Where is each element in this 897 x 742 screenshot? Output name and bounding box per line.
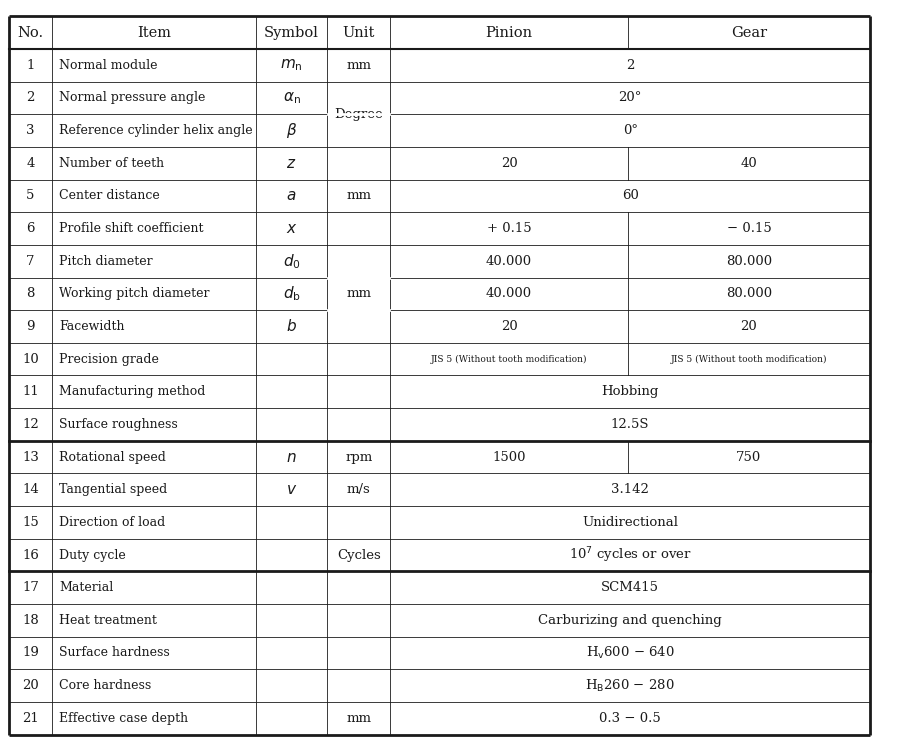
Text: Unit: Unit — [343, 26, 375, 39]
Text: 15: 15 — [22, 516, 39, 529]
Text: Manufacturing method: Manufacturing method — [59, 385, 205, 398]
Text: Direction of load: Direction of load — [59, 516, 165, 529]
Text: Unidirectional: Unidirectional — [582, 516, 678, 529]
Text: H$_{\mathrm{B}}$260 − 280: H$_{\mathrm{B}}$260 − 280 — [586, 677, 675, 694]
Text: Carburizing and quenching: Carburizing and quenching — [538, 614, 722, 627]
Text: Reference cylinder helix angle: Reference cylinder helix angle — [59, 124, 253, 137]
Text: Core hardness: Core hardness — [59, 679, 152, 692]
Text: 11: 11 — [22, 385, 39, 398]
Text: Gear: Gear — [731, 26, 767, 39]
Text: $m_{\mathrm{n}}$: $m_{\mathrm{n}}$ — [280, 57, 303, 73]
Text: 2: 2 — [626, 59, 634, 72]
Text: Pinion: Pinion — [485, 26, 533, 39]
Text: mm: mm — [346, 287, 371, 301]
Text: $\alpha_{\mathrm{n}}$: $\alpha_{\mathrm{n}}$ — [283, 90, 300, 106]
Text: Normal pressure angle: Normal pressure angle — [59, 91, 205, 105]
Text: 13: 13 — [22, 450, 39, 464]
Text: Surface hardness: Surface hardness — [59, 646, 170, 660]
Text: Item: Item — [137, 26, 170, 39]
Text: Cycles: Cycles — [337, 548, 380, 562]
Text: $n$: $n$ — [286, 450, 297, 464]
Text: 0.3 − 0.5: 0.3 − 0.5 — [599, 712, 661, 725]
Text: 0°: 0° — [623, 124, 638, 137]
Text: 20°: 20° — [618, 91, 642, 105]
Text: 80.000: 80.000 — [726, 255, 772, 268]
Text: 8: 8 — [26, 287, 35, 301]
Text: 18: 18 — [22, 614, 39, 627]
Text: − 0.15: − 0.15 — [727, 222, 771, 235]
Text: Heat treatment: Heat treatment — [59, 614, 157, 627]
Text: 1500: 1500 — [492, 450, 526, 464]
Text: Number of teeth: Number of teeth — [59, 157, 164, 170]
Text: 20: 20 — [501, 320, 518, 333]
Text: 12: 12 — [22, 418, 39, 431]
Text: JIS 5 (Without tooth modification): JIS 5 (Without tooth modification) — [431, 355, 588, 364]
Text: mm: mm — [346, 712, 371, 725]
Text: 14: 14 — [22, 483, 39, 496]
Text: 16: 16 — [22, 548, 39, 562]
Text: Effective case depth: Effective case depth — [59, 712, 188, 725]
Text: Symbol: Symbol — [264, 26, 319, 39]
Text: Rotational speed: Rotational speed — [59, 450, 166, 464]
Text: 17: 17 — [22, 581, 39, 594]
Text: Precision grade: Precision grade — [59, 352, 159, 366]
Text: 12.5S: 12.5S — [611, 418, 649, 431]
Text: Surface roughness: Surface roughness — [59, 418, 178, 431]
Text: 40: 40 — [741, 157, 757, 170]
Text: $v$: $v$ — [286, 482, 297, 497]
Text: $z$: $z$ — [286, 156, 297, 171]
Text: Tangential speed: Tangential speed — [59, 483, 168, 496]
Text: 80.000: 80.000 — [726, 287, 772, 301]
Text: 20: 20 — [741, 320, 757, 333]
Text: m/s: m/s — [347, 483, 370, 496]
Text: 19: 19 — [22, 646, 39, 660]
Text: 21: 21 — [22, 712, 39, 725]
Text: No.: No. — [17, 26, 44, 39]
Text: + 0.15: + 0.15 — [487, 222, 531, 235]
Text: 20: 20 — [501, 157, 518, 170]
Text: 10$^{7}$ cycles or over: 10$^{7}$ cycles or over — [569, 545, 692, 565]
Text: Hobbing: Hobbing — [602, 385, 658, 398]
Text: 60: 60 — [622, 189, 639, 203]
Text: $x$: $x$ — [286, 221, 297, 236]
Text: $a$: $a$ — [286, 188, 297, 203]
Text: $d_{0}$: $d_{0}$ — [283, 252, 300, 271]
Text: Pitch diameter: Pitch diameter — [59, 255, 152, 268]
Text: mm: mm — [346, 59, 371, 72]
Text: H$_{\mathrm{v}}$600 − 640: H$_{\mathrm{v}}$600 − 640 — [586, 645, 675, 661]
Text: $b$: $b$ — [286, 318, 297, 335]
Text: $d_{\mathrm{b}}$: $d_{\mathrm{b}}$ — [283, 284, 300, 303]
Text: 6: 6 — [26, 222, 35, 235]
Text: 40.000: 40.000 — [486, 287, 532, 301]
Text: 5: 5 — [26, 189, 35, 203]
Text: Degree: Degree — [335, 108, 383, 121]
Text: 750: 750 — [736, 450, 762, 464]
Text: 7: 7 — [26, 255, 35, 268]
Text: 9: 9 — [26, 320, 35, 333]
Text: 10: 10 — [22, 352, 39, 366]
Text: Center distance: Center distance — [59, 189, 160, 203]
Text: 3.142: 3.142 — [611, 483, 649, 496]
Text: Facewidth: Facewidth — [59, 320, 125, 333]
Text: mm: mm — [346, 189, 371, 203]
Text: 2: 2 — [26, 91, 35, 105]
Text: rpm: rpm — [345, 450, 372, 464]
Text: Normal module: Normal module — [59, 59, 158, 72]
Text: 40.000: 40.000 — [486, 255, 532, 268]
Text: 4: 4 — [26, 157, 35, 170]
Text: 3: 3 — [26, 124, 35, 137]
Text: SCM415: SCM415 — [601, 581, 659, 594]
Text: Working pitch diameter: Working pitch diameter — [59, 287, 210, 301]
Text: 1: 1 — [26, 59, 35, 72]
Text: Duty cycle: Duty cycle — [59, 548, 126, 562]
Text: Profile shift coefficient: Profile shift coefficient — [59, 222, 204, 235]
Text: Material: Material — [59, 581, 113, 594]
Text: JIS 5 (Without tooth modification): JIS 5 (Without tooth modification) — [671, 355, 827, 364]
Text: $\beta$: $\beta$ — [286, 121, 297, 140]
Text: 20: 20 — [22, 679, 39, 692]
